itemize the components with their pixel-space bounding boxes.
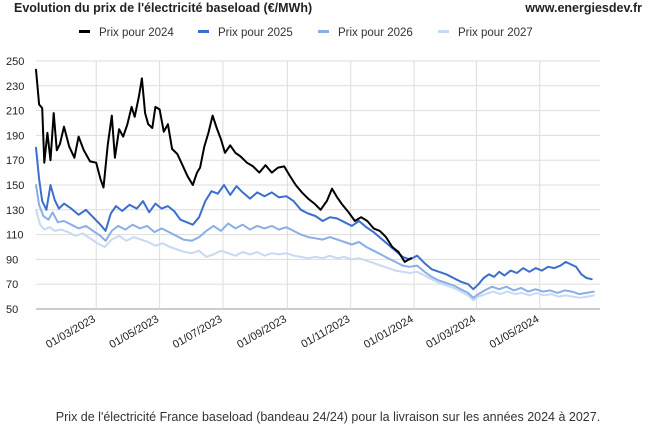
legend-item-2026: Prix pour 2026 — [318, 27, 413, 39]
x-tick-label: 01/05/2024 — [488, 313, 542, 351]
series-line-2024 — [35, 68, 412, 263]
y-tick-label: 50 — [6, 304, 18, 316]
y-tick-label: 170 — [6, 155, 24, 167]
y-tick-label: 150 — [6, 180, 24, 192]
y-tick-label: 130 — [6, 205, 24, 217]
y-tick-label: 110 — [6, 230, 24, 242]
legend-item-2025: Prix pour 2025 — [198, 27, 293, 39]
chart-legend: Prix pour 2024 Prix pour 2025 Prix pour … — [0, 27, 656, 43]
y-tick-label: 70 — [6, 279, 18, 291]
y-tick-label: 230 — [6, 81, 24, 93]
legend-swatch-2026 — [318, 30, 329, 34]
y-tick-label: 250 — [6, 56, 24, 68]
y-axis-ticks: 50 70 90 110 130 150 170 190 210 230 250 — [6, 56, 24, 316]
x-tick-label: 01/03/2023 — [44, 313, 98, 351]
legend-swatch-2025 — [198, 30, 209, 34]
legend-label-2025: Prix pour 2025 — [218, 27, 293, 39]
x-axis-ticks: 01/03/2023 01/05/2023 01/07/2023 01/09/2023… — [44, 313, 541, 351]
gridlines — [36, 60, 600, 310]
x-tick-label: 01/07/2023 — [171, 313, 225, 351]
legend-swatch-2027 — [438, 30, 449, 34]
y-tick-label: 210 — [6, 106, 24, 118]
x-tick-label: 01/09/2023 — [235, 313, 289, 351]
series-line-2025 — [35, 146, 593, 291]
x-tick-label: 01/05/2023 — [107, 313, 161, 351]
series-line-2026 — [35, 184, 595, 299]
legend-item-2027: Prix pour 2027 — [438, 27, 533, 39]
chart-caption: Prix de l'électricité France baseload (b… — [55, 410, 601, 424]
legend-label-2026: Prix pour 2026 — [338, 27, 413, 39]
line-chart: 50 70 90 110 130 150 170 190 210 230 250 01/03/202… — [6, 56, 600, 351]
y-tick-label: 90 — [6, 254, 18, 266]
source-url: www.energiesdev.fr — [525, 1, 642, 15]
y-tick-label: 190 — [6, 130, 24, 142]
legend-swatch-2024 — [79, 30, 90, 34]
legend-label-2027: Prix pour 2027 — [458, 27, 533, 39]
x-tick-label: 01/01/2024 — [362, 313, 416, 351]
legend-item-2024: Prix pour 2024 — [79, 27, 174, 39]
legend-label-2024: Prix pour 2024 — [99, 27, 174, 39]
x-tick-label: 01/03/2024 — [424, 313, 478, 351]
x-tick-label: 01/11/2023 — [299, 313, 352, 351]
series-lines — [35, 68, 595, 302]
series-line-2027 — [35, 208, 595, 302]
chart-title: Evolution du prix de l'électricité basel… — [14, 1, 313, 15]
